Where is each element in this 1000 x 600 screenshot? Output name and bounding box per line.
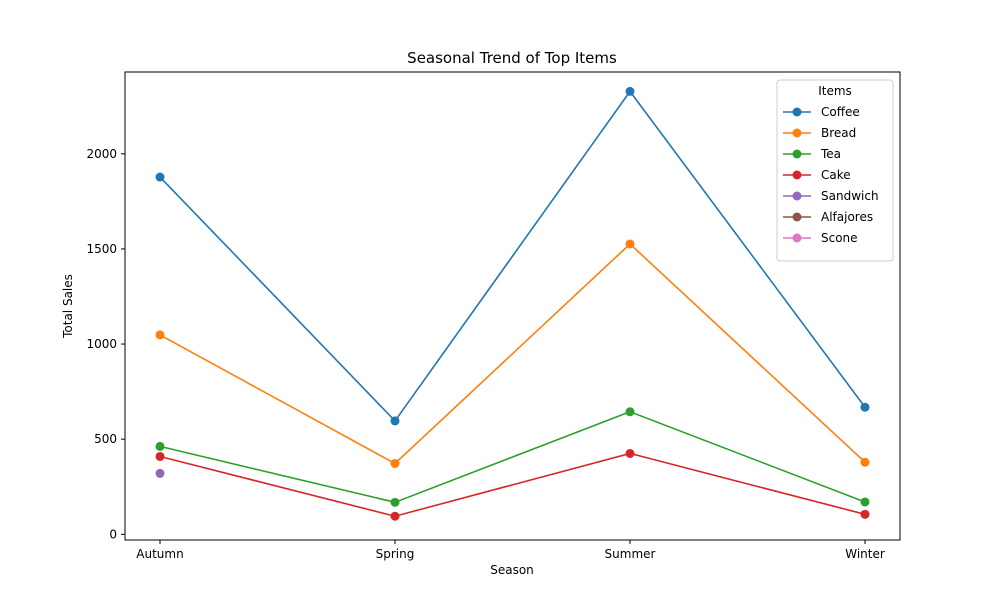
- data-point-bread: [390, 459, 400, 469]
- data-point-cake: [625, 448, 635, 458]
- series-coffee: [155, 86, 870, 426]
- legend-entry: Tea: [783, 147, 841, 161]
- data-point-bread: [625, 239, 635, 249]
- legend: Items Coffee Bread Tea Cake Sandwich Alfajores…: [776, 79, 894, 262]
- data-point-tea: [860, 497, 870, 507]
- legend-label: Scone: [821, 231, 858, 245]
- series-tea: [155, 407, 870, 507]
- data-point-tea: [155, 441, 165, 451]
- y-tick-label: 500: [94, 432, 117, 446]
- data-point-cake: [155, 451, 165, 461]
- y-tick-label: 0: [109, 527, 117, 541]
- y-axis-label: Total Sales: [61, 274, 75, 339]
- legend-entry: Bread: [783, 126, 856, 140]
- x-axis: Autumn Spring Summer Winter: [136, 540, 885, 561]
- data-point-bread: [860, 457, 870, 467]
- plot-frame: [124, 71, 901, 541]
- data-point-cake: [860, 509, 870, 519]
- legend-entry: Sandwich: [783, 189, 879, 203]
- data-point-tea: [625, 407, 635, 417]
- legend-label: Tea: [820, 147, 841, 161]
- series-line-tea: [159, 410, 866, 504]
- y-axis: 0 500 1000 1500 2000: [86, 147, 125, 541]
- legend-title: Items: [818, 84, 852, 98]
- plot-area: [155, 86, 870, 521]
- data-point-coffee: [390, 416, 400, 426]
- series-bread: [155, 239, 870, 469]
- legend-marker: [792, 191, 802, 201]
- series-sandwich: [155, 468, 165, 478]
- y-tick-label: 1500: [86, 242, 117, 256]
- y-tick-label: 1000: [86, 337, 117, 351]
- legend-label: Sandwich: [821, 189, 879, 203]
- data-point-tea: [390, 497, 400, 507]
- legend-marker: [792, 107, 802, 117]
- x-axis-label: Season: [490, 563, 534, 577]
- data-point-bread: [155, 330, 165, 340]
- legend-label: Alfajores: [821, 210, 873, 224]
- data-point-coffee: [860, 402, 870, 412]
- data-point-coffee: [155, 172, 165, 182]
- legend-entry: Alfajores: [783, 210, 873, 224]
- legend-label: Cake: [821, 168, 851, 182]
- legend-label: Bread: [821, 126, 856, 140]
- series-cake: [155, 448, 870, 521]
- x-tick-label: Autumn: [136, 547, 183, 561]
- legend-entry: Cake: [783, 168, 851, 182]
- x-tick-label: Summer: [605, 547, 656, 561]
- legend-box: [776, 79, 894, 262]
- data-point-sandwich: [155, 468, 165, 478]
- legend-entry: Coffee: [783, 105, 860, 119]
- legend-entry: Scone: [783, 231, 858, 245]
- series-line-cake: [159, 452, 866, 518]
- series-line-bread: [159, 242, 866, 465]
- legend-marker: [792, 149, 802, 159]
- legend-marker: [792, 128, 802, 138]
- x-tick-label: Winter: [845, 547, 885, 561]
- legend-label: Coffee: [821, 105, 860, 119]
- series-line-coffee: [159, 90, 866, 423]
- legend-marker: [792, 233, 802, 243]
- legend-marker: [792, 170, 802, 180]
- chart-title: Seasonal Trend of Top Items: [407, 49, 617, 67]
- data-point-cake: [390, 511, 400, 521]
- x-tick-label: Spring: [376, 547, 415, 561]
- y-tick-label: 2000: [86, 147, 117, 161]
- legend-marker: [792, 212, 802, 222]
- data-point-coffee: [625, 86, 635, 96]
